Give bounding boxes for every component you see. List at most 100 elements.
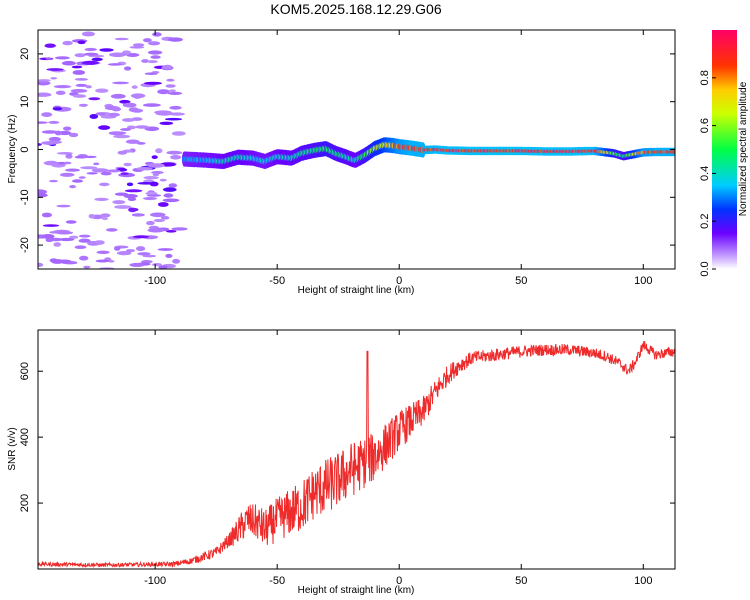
spectrogram-noise-patch [167,91,183,95]
spectrogram-noise-patch [74,78,88,81]
spectrogram-noise-patch [163,187,177,192]
spectrogram-noise-patch [147,228,165,233]
spectrogram-noise-patch [157,89,170,95]
spectrogram-noise-patch [61,60,76,66]
spectrogram-noise-patch [69,185,76,189]
spectrogram-noise-patch [128,207,137,213]
x-tick-label: 100 [634,275,652,287]
spectrogram-noise-patch [55,231,74,235]
spectrogram-noise-patch [112,81,129,85]
spectrogram-noise-patch [158,265,168,269]
spectrogram-noise-patch [100,213,111,218]
spectrogram-noise-patch [71,65,83,69]
spectrogram-noise-patch [99,48,114,52]
spectrogram-noise-patch [127,197,137,202]
y-tick-label: 10 [19,96,31,108]
y-tick-label: -20 [19,237,31,253]
spectrogram-noise-patch [146,220,155,226]
y-tick-label: 400 [19,428,31,446]
spectrogram-noise-patch [74,155,85,159]
spectrogram-noise-patch [112,200,126,205]
spectrogram-noise-patch [110,93,126,99]
spectrogram-noise-patch [113,134,131,139]
spectrogram-noise-patch [109,52,127,58]
spectrogram-noise-patch [46,68,64,71]
spectrogram-noise-patch [144,81,162,85]
spectrogram-noise-patch [129,262,145,267]
spectrogram-noise-patch [151,170,164,175]
spectrogram-noise-patch [43,160,59,166]
spectrogram-noise-patch [137,252,151,256]
spectrogram-noise-patch [84,155,97,159]
spectrogram-noise-patch [157,248,174,251]
spectrogram-noise-patch [95,112,107,116]
spectrogram-noise-patch [142,254,156,258]
spectrogram-noise-patch [126,182,134,187]
spectrogram-noise-patch [124,66,132,71]
spectrogram-noise-patch [88,97,101,101]
spectrogram-noise-patch [157,202,169,207]
spectrogram-noise-patch [74,53,86,58]
colorbar-tick-label: 0.2 [699,214,711,229]
spectrogram-x-ticks: -100 -50 0 50 100 [144,30,652,287]
spectrogram-noise-patch [145,191,158,195]
spectrogram-noise-patch [141,59,150,63]
spectrogram-noise-patch [123,162,132,167]
spectrogram-noise-patch [91,168,109,173]
spectrogram-noise-patch [167,37,183,42]
spectrogram-noise-patch [95,259,110,263]
spectrogram-noise-patch [51,259,64,264]
spectrogram-noise-patch [148,41,161,46]
snr-plot [38,340,675,568]
snr-x-ticks: -100 -50 0 50 100 [144,330,652,587]
spectrogram-noise-patch [58,130,72,136]
spectrogram-noise-patch [49,179,58,183]
snr-panel: -100 -50 0 50 100 200 400 600 Height of straig… [7,329,676,596]
spectrogram-noise-patch [65,168,80,172]
spectrogram-noise-patch [55,56,70,60]
spectrogram-noise-patch [146,163,164,167]
spectrogram-noise-patch [132,235,150,239]
spectrogram-noise-patch [78,238,91,243]
spectrogram-noise-patch [78,234,91,238]
spectrogram-noise-patch [131,213,145,217]
spectrogram-noise-patch [135,125,149,129]
spectrogram-noise-patch [75,83,88,87]
spectrogram-noise-patch [38,262,44,267]
spectrogram-noise-patch [136,167,153,171]
y-tick-label: -10 [19,189,31,205]
spectrogram-noise-patch [78,176,86,179]
spectrogram-noise-patch [131,85,138,89]
spectrogram-noise-patch [170,155,182,160]
colorbar-tick-label: 0.6 [699,118,711,133]
spectrogram-noise-patch [55,90,66,96]
spectrogram-noise-patch [117,150,128,155]
spectrogram-noise-patch [45,237,54,243]
spectrogram-noise-patch [41,112,53,117]
spectrogram-noise-patch [114,192,129,196]
spectrogram-x-label: Height of straight line (km) [298,285,415,296]
spectrogram-noise-patch [151,155,158,160]
spectrogram-noise-patch [53,242,61,247]
spectrogram-noise-patch [38,79,51,82]
spectrogram-noise-patch [89,114,99,119]
spectrogram-noise-patch [88,214,96,219]
spectrogram-noise-patch [142,103,161,107]
spectrogram-noise-patch [137,182,155,185]
spectrogram-noise-patch [143,196,157,201]
spectrogram-noise-patch [48,136,61,142]
x-tick-label: -100 [144,275,166,287]
spectrogram-noise-patch [116,251,132,256]
spectrogram-noise-patch [159,121,174,126]
colorbar-tick-label: 0.8 [699,70,711,85]
spectrogram-noise-patch [122,102,137,108]
spectrogram-noise-patch [172,258,181,264]
spectrogram-noise-patch [45,57,52,60]
spectrogram-noise-patch [56,152,73,155]
spectrogram-noise-patch [169,89,176,92]
spectrogram-noise-patch [70,89,88,93]
spectrogram-y-ticks: -20 -10 0 10 20 [19,48,675,253]
spectrogram-noise-patch [85,85,92,89]
spectrogram-noise-patch [169,105,182,110]
colorbar-tick-label: 0.0 [699,261,711,276]
